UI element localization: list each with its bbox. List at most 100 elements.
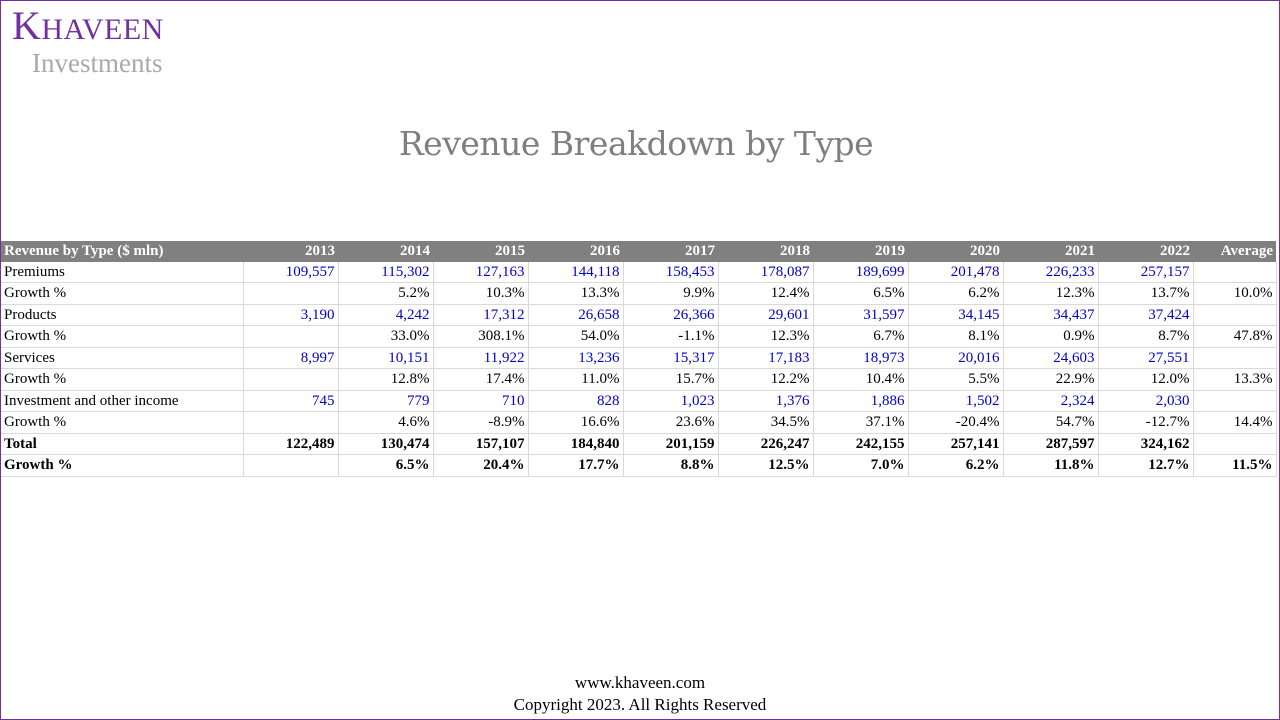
table-cell: 13,236 [528,347,624,369]
header-label: Revenue by Type ($ mln) [1,241,243,262]
table-cell: 122,489 [243,433,339,455]
table-cell: 15.7% [623,368,719,391]
table-row: Premiums 109,557 115,302 127,163 144,118 158,… [1,261,1277,283]
table-cell: 5.5% [908,368,1004,391]
table-cell: 11.5% [1193,454,1277,477]
table-cell: 26,366 [623,304,719,326]
table-cell: 1,376 [718,390,814,412]
row-label: Premiums [1,261,244,283]
table-cell: 6.7% [813,325,909,348]
table-cell: 13.3% [1193,368,1277,391]
table-cell: 37.1% [813,411,909,434]
table-cell: 5.2% [338,282,434,305]
table-cell: 8.7% [1098,325,1194,348]
table-cell: 144,118 [528,261,624,283]
table-cell: 324,162 [1098,433,1194,455]
table-cell: 10,151 [338,347,434,369]
header-col-8: 2020 [908,241,1003,262]
table-cell: 158,453 [623,261,719,283]
table-cell: 17,312 [433,304,529,326]
row-label: Products [1,304,244,326]
table-cell [243,454,339,477]
logo-subtitle: Investments [32,48,163,78]
revenue-table: Revenue by Type ($ mln) 2013 2014 2015 2016 2… [1,241,1277,477]
table-cell: 2,030 [1098,390,1194,412]
header-col-6: 2018 [718,241,813,262]
table-cell: 10.4% [813,368,909,391]
table-cell: 115,302 [338,261,434,283]
table-cell: 109,557 [243,261,339,283]
table-cell: 22.9% [1003,368,1099,391]
row-label: Services [1,347,244,369]
row-label: Growth % [1,454,244,477]
table-row: Total 122,489 130,474 157,107 184,840 201,159… [1,433,1277,455]
table-cell: 34,437 [1003,304,1099,326]
table-cell: 1,023 [623,390,719,412]
table-cell: 12.0% [1098,368,1194,391]
table-row: Products 3,190 4,242 17,312 26,658 26,366 29,6… [1,304,1277,326]
table-row: Services 8,997 10,151 11,922 13,236 15,317 17,… [1,347,1277,369]
table-cell: 37,424 [1098,304,1194,326]
table-cell: 13.3% [528,282,624,305]
table-row: Growth % 33.0% 308.1% 54.0% -1.1% 12.3% 6.7% 8.… [1,325,1277,348]
table-cell: 11.0% [528,368,624,391]
table-cell: 33.0% [338,325,434,348]
table-cell: 47.8% [1193,325,1277,348]
table-cell: 6.2% [908,282,1004,305]
table-header-row: Revenue by Type ($ mln) 2013 2014 2015 2016 2… [1,241,1276,262]
row-label: Investment and other income [1,390,244,412]
header-col-2: 2014 [338,241,433,262]
table-cell: 287,597 [1003,433,1099,455]
table-cell: 12.4% [718,282,814,305]
table-cell: -12.7% [1098,411,1194,434]
table-cell: 6.5% [813,282,909,305]
logo: KHAVEEN Investments [12,6,164,78]
table-cell: 54.0% [528,325,624,348]
table-cell: 828 [528,390,624,412]
table-cell: 127,163 [433,261,529,283]
table-cell: 20.4% [433,454,529,477]
table-cell [243,282,339,305]
header-col-11: Average [1193,241,1276,262]
table-cell: 17,183 [718,347,814,369]
table-cell: 157,107 [433,433,529,455]
table-cell: 29,601 [718,304,814,326]
table-row: Investment and other income 745 779 710 828 1… [1,390,1277,412]
table-cell: 0.9% [1003,325,1099,348]
table-cell [243,368,339,391]
header-col-5: 2017 [623,241,718,262]
table-cell: 1,502 [908,390,1004,412]
table-cell: 17.7% [528,454,624,477]
table-cell: 10.0% [1193,282,1277,305]
row-label: Growth % [1,411,244,434]
table-cell [1193,304,1277,326]
table-cell: 26,658 [528,304,624,326]
table-cell: 13.7% [1098,282,1194,305]
table-cell: 31,597 [813,304,909,326]
table-cell: 12.2% [718,368,814,391]
table-row: Growth % 5.2% 10.3% 13.3% 9.9% 12.4% 6.5% 6.2% 1… [1,282,1277,305]
table-cell: 12.8% [338,368,434,391]
page-title: Revenue Breakdown by Type [398,124,874,163]
table-cell: 6.2% [908,454,1004,477]
table-cell: 201,159 [623,433,719,455]
table-cell: 17.4% [433,368,529,391]
table-cell [243,411,339,434]
row-label: Growth % [1,282,244,305]
table-cell: 201,478 [908,261,1004,283]
table-cell: 15,317 [623,347,719,369]
header-col-9: 2021 [1003,241,1098,262]
footer-website: www.khaveen.com [574,673,706,692]
table-cell [1193,347,1277,369]
logo-rest: HAVEEN [41,13,164,46]
row-label: Growth % [1,368,244,391]
table-cell: 34.5% [718,411,814,434]
table-cell: 4.6% [338,411,434,434]
table-cell: 24,603 [1003,347,1099,369]
table-cell: 23.6% [623,411,719,434]
table-cell: 257,141 [908,433,1004,455]
table-cell: 12.7% [1098,454,1194,477]
table-cell: 4,242 [338,304,434,326]
table-cell: 8,997 [243,347,339,369]
table-cell: 130,474 [338,433,434,455]
